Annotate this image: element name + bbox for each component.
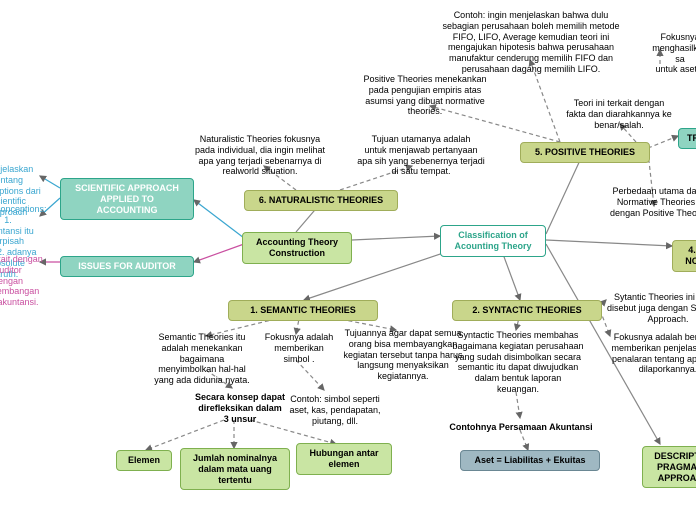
edge — [546, 156, 582, 234]
node-n1_t5: Contoh: simbol sepertiaset, kas, pendapa… — [278, 390, 392, 430]
node-n2[interactable]: 2. SYNTACTIC THEORIES — [452, 300, 602, 321]
node-root1[interactable]: Accounting TheoryConstruction — [242, 232, 352, 264]
node-sci[interactable]: SCIENTIFIC APPROACHAPPLIED TOACCOUNTING — [60, 178, 194, 220]
node-issues[interactable]: ISSUES FOR AUDITOR — [60, 256, 194, 277]
node-n1_e2[interactable]: Jumlah nominalnyadalam mata uangtertentu — [180, 448, 290, 490]
node-n2_t4: Contohnya Persamaan Akuntansi — [436, 418, 606, 437]
node-n3[interactable]: DESCRIPTPRAGMAAPPROA — [642, 446, 696, 488]
node-n6_t2: Tujuan utamanya adalahuntuk menjawab per… — [346, 130, 496, 181]
edge — [194, 200, 244, 238]
node-n1_t1: Semantic Theories ituadalah menekankanba… — [142, 328, 262, 390]
node-n5_tr[interactable]: TR — [678, 128, 696, 149]
node-n5_t2: Contoh: ingin menjelaskan bahwa duluseba… — [426, 6, 636, 79]
node-n2_t3: Fokusnya adalah berusahamemberikan penje… — [598, 328, 696, 379]
node-n1_e1[interactable]: Elemen — [116, 450, 172, 471]
node-n6_t1: Naturalistic Theories fokusnyapada indiv… — [180, 130, 340, 181]
node-iss_t1: ng terkait dengan auditordengan pengemba… — [0, 250, 56, 312]
node-n2_e1[interactable]: Aset = Liabilitas + Ekuitas — [460, 450, 600, 471]
node-n5[interactable]: 5. POSITIVE THEORIES — [520, 142, 650, 163]
node-n4_t1: Perbedaan utama darNormative Theoriesden… — [596, 182, 696, 222]
node-n2_t2: Sytantic Theories ini seringdisebut juga… — [598, 288, 696, 328]
node-n5_t4: Fokusnyamenghasilkan sauntuk aset d — [640, 28, 696, 79]
edge — [648, 136, 678, 148]
node-n6[interactable]: 6. NATURALISTIC THEORIES — [244, 190, 398, 211]
node-n1[interactable]: 1. SEMANTIC THEORIES — [228, 300, 378, 321]
node-n5_t3: Teori ini terkait denganfakta dan diarah… — [554, 94, 684, 134]
node-n2_t1: Syntactic Theories membahasbagaimana keg… — [436, 326, 600, 399]
node-n1_e3[interactable]: Hubungan antarelemen — [296, 443, 392, 475]
node-n4[interactable]: 4. NO — [672, 240, 696, 272]
edge — [352, 236, 440, 240]
edge — [194, 244, 244, 262]
node-root2[interactable]: Classification ofAcounting Theory — [440, 225, 546, 257]
edge — [546, 240, 672, 246]
